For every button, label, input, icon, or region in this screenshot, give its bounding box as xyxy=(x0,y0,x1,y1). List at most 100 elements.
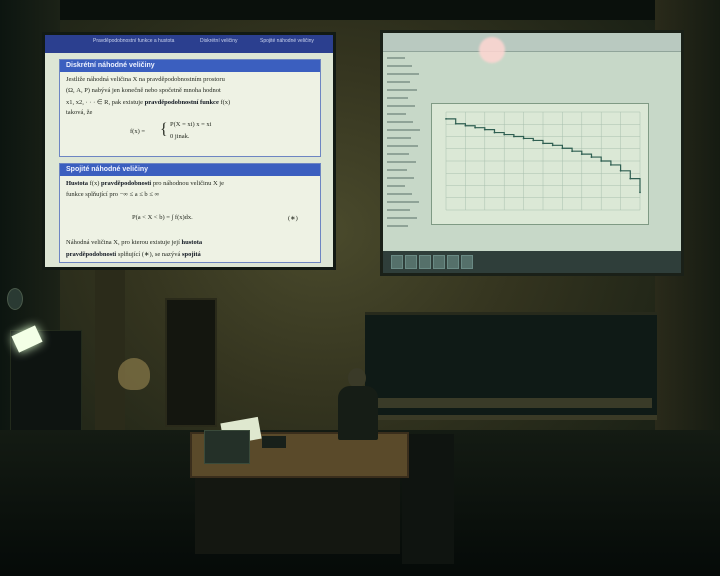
presenter-body xyxy=(338,386,378,440)
spreadsheet-row xyxy=(387,137,411,139)
continuous-line4-bold: pravděpodobnosti xyxy=(66,251,117,258)
spreadsheet-sidebar xyxy=(387,57,425,233)
continuous-line1-end: pro náhodnou veličinu X je xyxy=(152,180,224,187)
data-point xyxy=(445,117,447,120)
lectern xyxy=(402,434,454,564)
ceiling xyxy=(0,0,720,20)
spreadsheet-row xyxy=(387,217,417,219)
data-point xyxy=(503,133,506,136)
chalk-rail xyxy=(372,398,652,408)
pravdepodobnosti-bold: pravděpodobnosti xyxy=(101,180,152,187)
laptop xyxy=(204,430,250,464)
data-point xyxy=(610,164,612,166)
spreadsheet-row xyxy=(387,65,412,67)
wall-clock xyxy=(7,288,23,310)
spreadsheet-row xyxy=(387,129,420,131)
data-point xyxy=(590,156,593,158)
fx-text: f(x) xyxy=(89,180,100,187)
spreadsheet-row xyxy=(387,193,412,195)
continuous-line3-bold: hustota xyxy=(181,239,203,246)
discrete-line2: (Ω, A, P) nabývá jen konečně nebo spočet… xyxy=(66,87,221,94)
spojita-bold: spojitá xyxy=(181,251,201,258)
data-point xyxy=(629,177,632,180)
slide-header-section2: Spojité náhodné veličiny xyxy=(260,38,314,44)
start-button[interactable] xyxy=(391,255,403,269)
decreasing-curve-chart xyxy=(445,111,641,211)
door xyxy=(165,298,217,427)
discrete-case1: P(X = xi) x = xi xyxy=(170,121,212,128)
desk-front xyxy=(195,474,400,554)
data-point xyxy=(522,137,525,140)
data-point xyxy=(580,153,583,156)
data-point xyxy=(561,147,564,150)
taskbar-app-4[interactable] xyxy=(447,255,459,269)
left-projection-slide: Pravděpodobnostní funkce a hustota Diskr… xyxy=(42,32,336,270)
spreadsheet-row xyxy=(387,185,405,187)
spreadsheet-row xyxy=(387,57,405,59)
continuous-line3: Náhodná veličina X, pro kterou existuje … xyxy=(66,239,202,246)
continuous-line3-a: Náhodná veličina X, pro kterou existuje … xyxy=(66,239,180,246)
data-point xyxy=(474,126,476,129)
formula-tag: (∗) xyxy=(288,215,298,222)
spreadsheet-row xyxy=(387,89,417,91)
spreadsheet-row xyxy=(387,73,419,75)
spreadsheet-row xyxy=(387,105,415,107)
discrete-line1: Jestliže náhodná veličina X na pravděpod… xyxy=(66,76,225,83)
taskbar-app-3[interactable] xyxy=(433,255,445,269)
right-projection-desktop xyxy=(380,30,684,276)
wall-pillar xyxy=(95,270,125,430)
continuous-block-title: Spojité náhodné veličiny xyxy=(60,164,320,176)
discrete-line3-end: f(x) xyxy=(220,99,231,106)
projector-glare xyxy=(479,37,505,63)
discrete-block: Diskrétní náhodné veličiny Jestliže náho… xyxy=(59,59,321,157)
discrete-line3: x1, x2, · · · ∈ R, pak existuje pravděpo… xyxy=(66,98,230,106)
spreadsheet-row xyxy=(387,169,407,171)
data-point xyxy=(542,142,544,145)
data-point xyxy=(483,128,486,131)
presenter-head xyxy=(348,368,366,388)
data-point xyxy=(571,150,573,153)
spreadsheet-row xyxy=(387,161,416,163)
continuous-formula: P(a < X < b) = ∫ f(x)dx. xyxy=(132,214,193,221)
data-point xyxy=(551,144,554,147)
spreadsheet-row xyxy=(387,177,414,179)
spreadsheet-row xyxy=(387,153,409,155)
lamp xyxy=(118,358,150,390)
cases-brace: { xyxy=(160,121,168,138)
browser-toolbar xyxy=(383,33,681,52)
desk-device xyxy=(262,436,286,448)
data-point xyxy=(600,160,603,162)
spreadsheet-row xyxy=(387,201,419,203)
spreadsheet-row xyxy=(387,121,413,123)
spreadsheet-row xyxy=(387,209,410,211)
data-point xyxy=(454,122,457,125)
discrete-line3-bold: pravděpodobnostní funkce xyxy=(144,99,219,106)
data-point xyxy=(513,135,515,138)
slide-header: Pravděpodobnostní funkce a hustota Diskr… xyxy=(45,35,333,53)
taskbar xyxy=(383,251,681,273)
data-point xyxy=(639,191,641,194)
spreadsheet-row xyxy=(387,113,406,115)
continuous-line2: funkce splňující pro −∞ ≤ a ≤ b ≤ ∞ xyxy=(66,191,160,198)
plot-area xyxy=(431,103,649,225)
data-point xyxy=(493,131,496,134)
discrete-line3-a: x1, x2, · · · ∈ R, pak existuje xyxy=(66,99,143,106)
data-point xyxy=(532,139,535,142)
discrete-line4: taková, že xyxy=(66,109,93,116)
continuous-line1: Hustota f(x) pravděpodobnosti pro náhodn… xyxy=(66,180,224,187)
continuous-block: Spojité náhodné veličiny Hustota f(x) pr… xyxy=(59,163,321,263)
hustota-bold: Hustota xyxy=(66,180,89,187)
spreadsheet-row xyxy=(387,225,408,227)
taskbar-app-2[interactable] xyxy=(419,255,431,269)
taskbar-app-1[interactable] xyxy=(405,255,417,269)
spreadsheet-row xyxy=(387,81,410,83)
slide-header-section: Diskrétní veličiny xyxy=(200,38,238,44)
slide-header-title: Pravděpodobnostní funkce a hustota xyxy=(93,38,175,44)
continuous-line4: pravděpodobnosti splňující (∗), se nazýv… xyxy=(66,250,201,258)
data-point xyxy=(619,169,622,172)
data-point xyxy=(464,124,467,127)
taskbar-app-5[interactable] xyxy=(461,255,473,269)
discrete-formula-lhs: f(x) = xyxy=(130,128,146,135)
discrete-block-title: Diskrétní náhodné veličiny xyxy=(60,60,320,72)
